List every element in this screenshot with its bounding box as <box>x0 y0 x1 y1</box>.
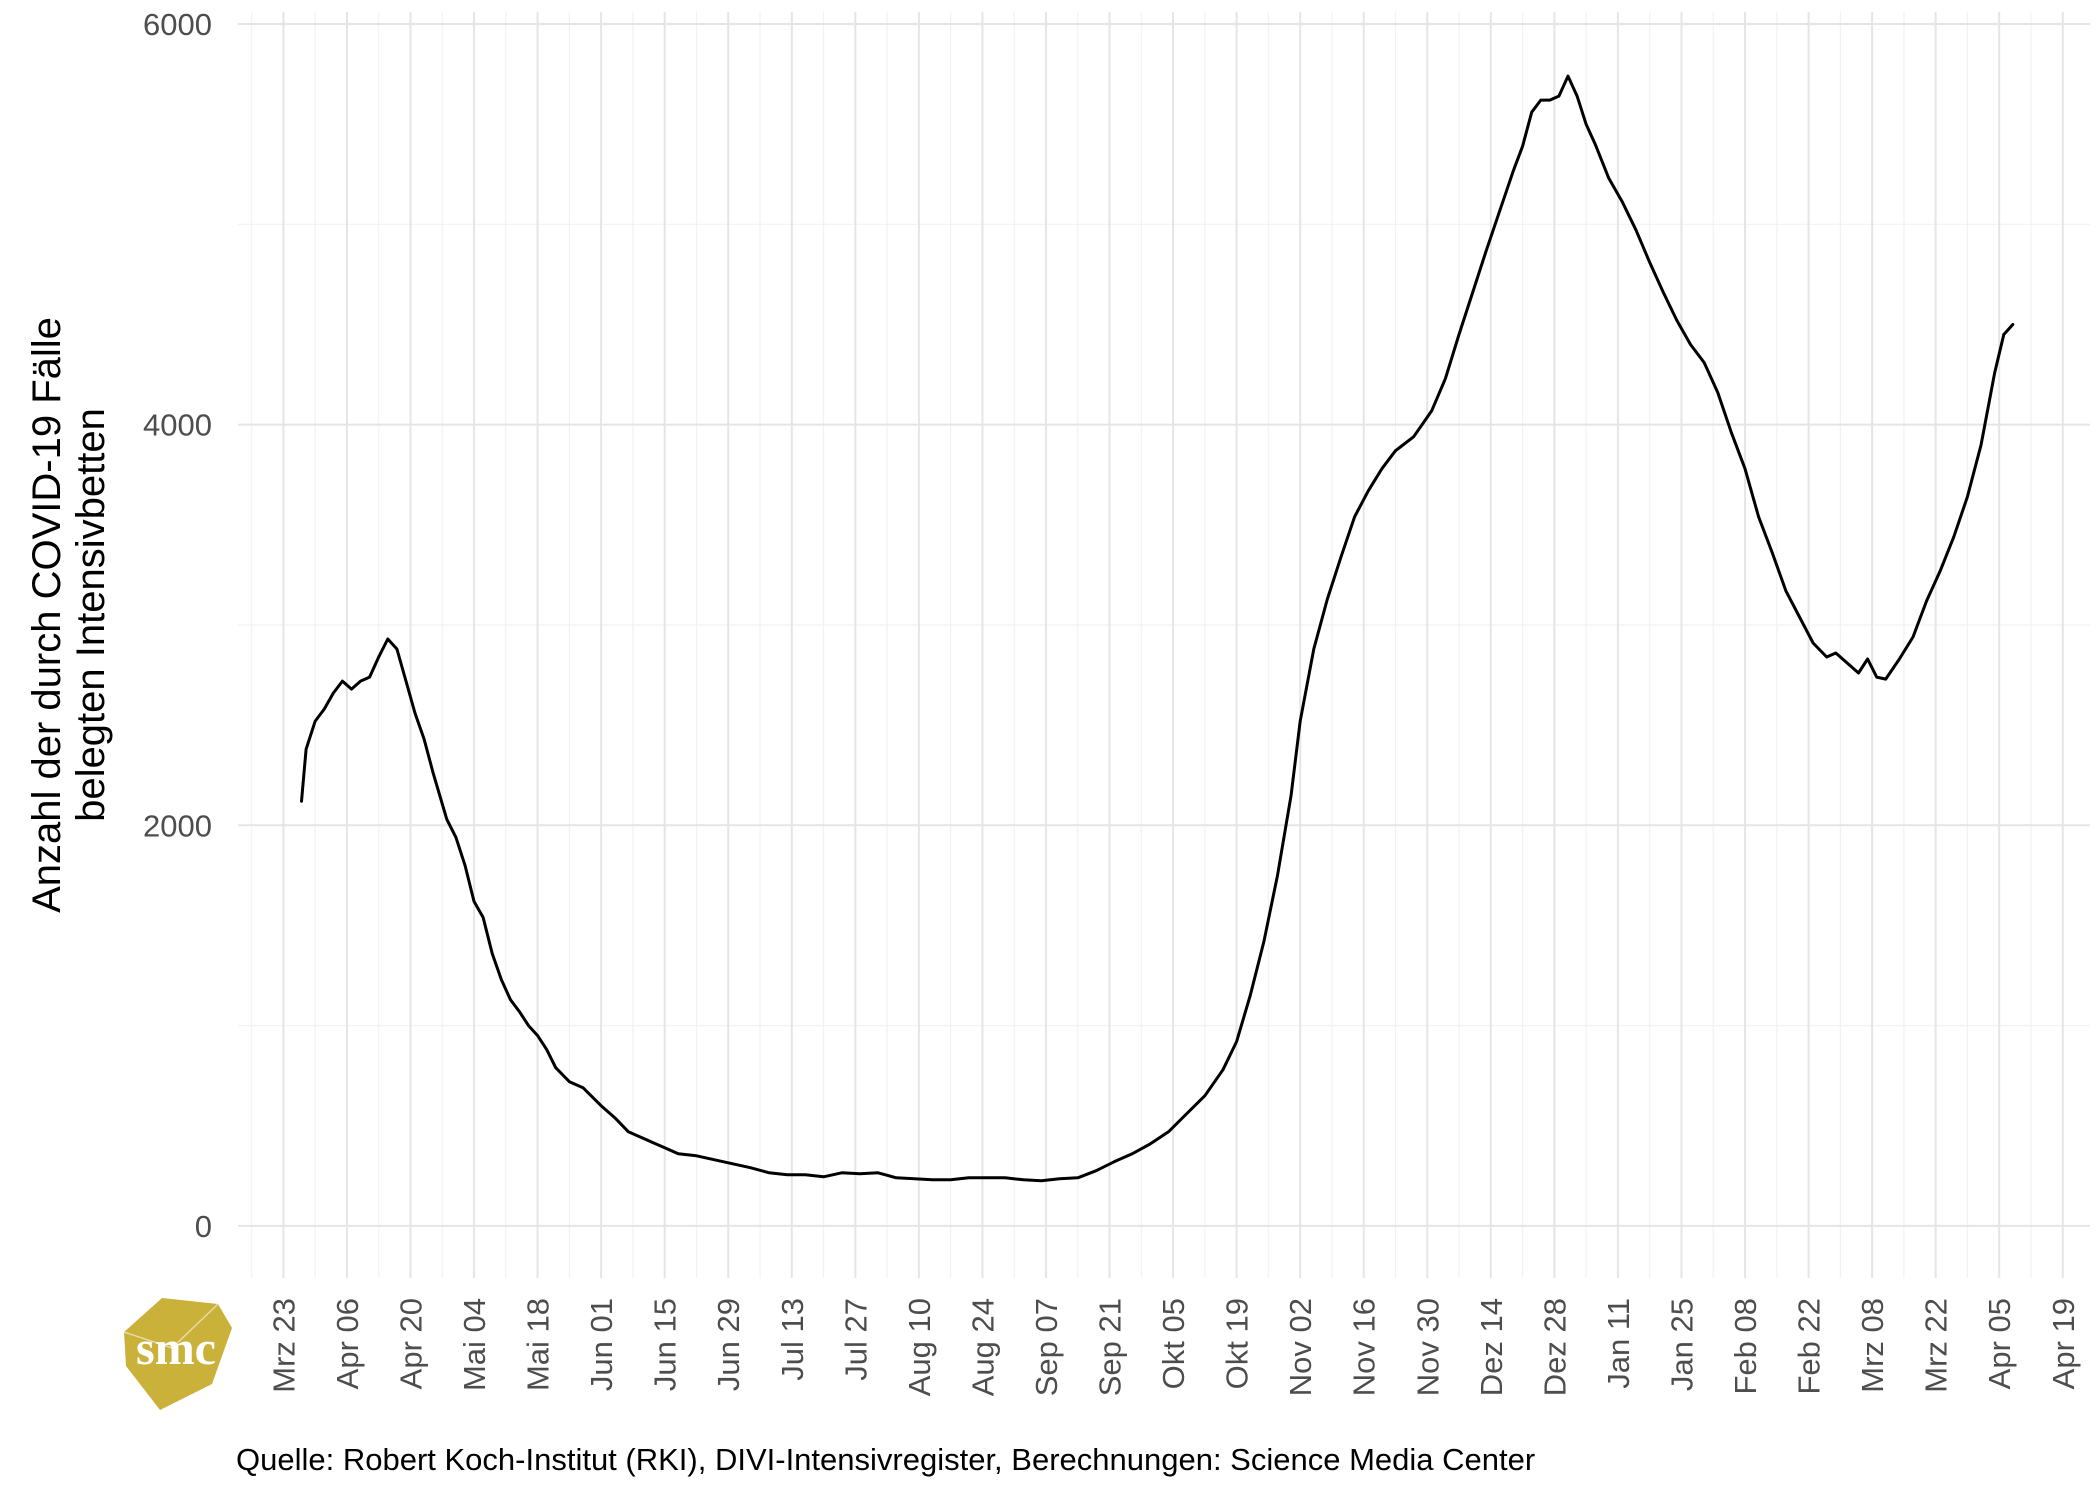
x-tick-label: Okt 19 <box>1220 1298 1255 1389</box>
series-line <box>300 74 2015 1183</box>
x-tick-label: Aug 24 <box>965 1298 1000 1396</box>
x-tick-label: Jan 25 <box>1664 1298 1699 1391</box>
y-axis-title-line: Anzahl der durch COVID-19 Fälle <box>25 317 69 913</box>
x-tick-label: Nov 02 <box>1283 1298 1318 1396</box>
chart: 0 2000 4000 6000 Mrz 23 Apr 06 Apr 20 Mai 04 Ma… <box>25 7 2090 1396</box>
x-tick-label: Mrz 23 <box>266 1298 301 1393</box>
x-tick-label: Apr 06 <box>330 1298 365 1389</box>
x-tick-label: Nov 16 <box>1347 1298 1382 1396</box>
smc-logo: smc <box>114 1288 236 1417</box>
y-axis-title-line: belegten Intensivbetten <box>69 408 113 822</box>
x-tick-label: Jul 13 <box>775 1298 810 1381</box>
y-axis-labels: 0 2000 4000 6000 <box>143 7 212 1244</box>
svg-text:smc: smc <box>136 1322 216 1375</box>
x-tick-label: Apr 19 <box>2046 1298 2081 1389</box>
x-tick-label: Mrz 08 <box>1855 1298 1890 1393</box>
y-tick-label: 2000 <box>143 808 212 843</box>
x-tick-label: Sep 07 <box>1029 1298 1064 1396</box>
y-tick-label: 4000 <box>143 408 212 443</box>
x-tick-label: Apr 05 <box>1982 1298 2017 1389</box>
grid-minor <box>238 12 2090 1278</box>
y-tick-label: 6000 <box>143 7 212 42</box>
x-tick-label: Okt 05 <box>1156 1298 1191 1389</box>
x-tick-label: Jan 11 <box>1601 1298 1636 1389</box>
source-caption: Quelle: Robert Koch-Institut (RKI), DIVI… <box>236 1442 1536 1477</box>
x-tick-label: Jun 15 <box>648 1298 683 1391</box>
x-tick-label: Feb 08 <box>1728 1298 1763 1395</box>
x-tick-label: Dez 14 <box>1474 1298 1509 1396</box>
grid-major <box>238 12 2090 1278</box>
x-axis-labels: Mrz 23 Apr 06 Apr 20 Mai 04 Mai 18 Jun 01 Jun … <box>266 1298 2080 1396</box>
x-tick-label: Apr 20 <box>393 1298 428 1389</box>
x-tick-label: Jun 29 <box>711 1298 746 1391</box>
y-tick-label: 0 <box>195 1209 212 1244</box>
x-tick-label: Nov 30 <box>1410 1298 1445 1396</box>
x-tick-label: Sep 21 <box>1093 1298 1128 1396</box>
x-tick-label: Feb 22 <box>1792 1298 1827 1395</box>
x-tick-label: Jun 01 <box>584 1298 619 1391</box>
x-tick-label: Mai 04 <box>457 1298 492 1391</box>
x-tick-label: Mrz 22 <box>1919 1298 1954 1393</box>
x-tick-label: Dez 28 <box>1537 1298 1572 1396</box>
y-axis-title: Anzahl der durch COVID-19 Fällebelegten … <box>25 317 113 913</box>
x-tick-label: Mai 18 <box>521 1298 556 1391</box>
x-tick-label: Jul 27 <box>838 1298 873 1381</box>
x-tick-label: Aug 10 <box>902 1298 937 1396</box>
